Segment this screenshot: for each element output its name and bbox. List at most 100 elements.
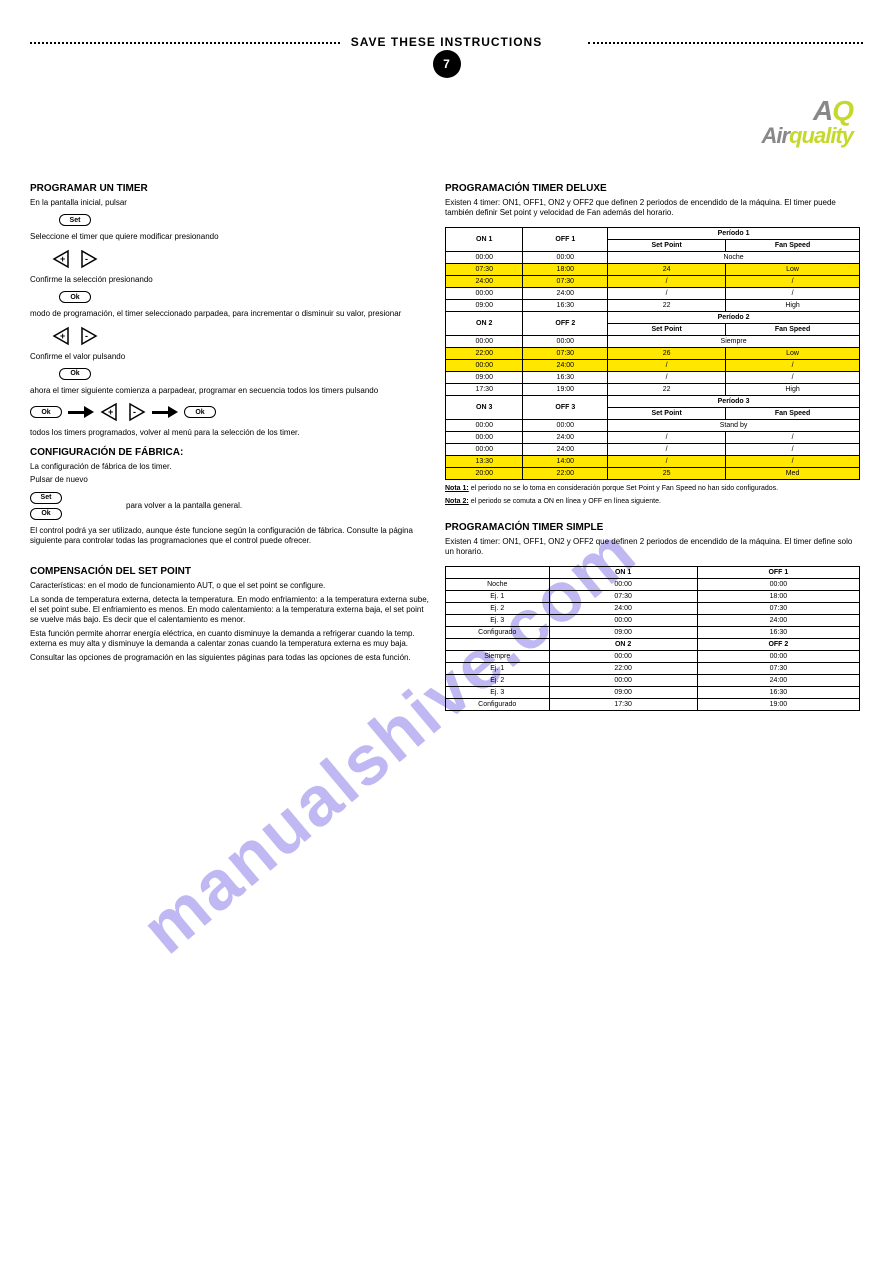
- table-header-row: ON 1 OFF 1: [446, 566, 860, 578]
- col-subheader: Set Point: [608, 323, 726, 335]
- table-row: 00:0000:00Stand by: [446, 419, 860, 431]
- ok-button-icon: Ok: [59, 368, 91, 380]
- table-row: Noche00:0000:00: [446, 578, 860, 590]
- page-container: SAVE THESE INSTRUCTIONS 7 AQ Airquality …: [0, 0, 893, 1263]
- plus-triangle-icon: +: [52, 249, 72, 269]
- text-p2: Seleccione el timer que quiere modificar…: [30, 232, 430, 242]
- col-header: [446, 638, 550, 650]
- set-button-icon: Set: [59, 214, 91, 226]
- divider-left: [30, 42, 340, 44]
- col-subheader: Set Point: [608, 407, 726, 419]
- col-header: OFF 1: [697, 566, 859, 578]
- table-row: 00:0024:00//: [446, 443, 860, 455]
- table-row: Ej. 107:3018:00: [446, 590, 860, 602]
- logo-brand-text: Airquality: [762, 123, 853, 149]
- text-p12: Características: en el modo de funcionam…: [30, 581, 430, 591]
- svg-text:-: -: [85, 254, 88, 264]
- text-p1: En la pantalla inicial, pulsar: [30, 198, 430, 208]
- text-p14: Esta función permite ahorrar energía elé…: [30, 629, 430, 650]
- table-row: Siempre00:0000:00: [446, 650, 860, 662]
- col-subheader: Fan Speed: [726, 239, 860, 251]
- set-button-icon: Set: [30, 492, 62, 504]
- col-subheader: Fan Speed: [726, 407, 860, 419]
- minus-triangle-icon: -: [78, 326, 98, 346]
- ok-button-icon: Ok: [59, 291, 91, 303]
- table-row: Ej. 224:0007:30: [446, 602, 860, 614]
- svg-text:+: +: [108, 407, 113, 417]
- col-header: ON 1: [549, 566, 697, 578]
- text-p5: Confirme el valor pulsando: [30, 352, 430, 362]
- arrow-right-icon: [152, 407, 178, 417]
- table-header-row: ON 1 OFF 1 Período 1: [446, 227, 860, 239]
- table-row: 00:0024:00//: [446, 359, 860, 371]
- plus-triangle-icon: +: [100, 402, 120, 422]
- note-2: Nota 2: el periodo se comuta a ON en lín…: [445, 497, 860, 506]
- text-p10: para volver a la pantalla general.: [126, 501, 242, 510]
- text-p8: La configuración de fábrica de los timer…: [30, 462, 430, 472]
- table-row: 00:0024:00//: [446, 287, 860, 299]
- heading-deluxe: PROGRAMACIÓN TIMER DELUXE: [445, 183, 860, 194]
- table-row: 09:0016:3022High: [446, 299, 860, 311]
- text-p13: La sonda de temperatura externa, detecta…: [30, 595, 430, 626]
- heading-compensation: COMPENSACIÓN DEL SET POINT: [30, 566, 430, 577]
- step-ok-1: Ok: [30, 291, 430, 303]
- table-row: 00:0000:00Noche: [446, 251, 860, 263]
- timer-deluxe-table: ON 1 OFF 1 Período 1 Set Point Fan Speed…: [445, 227, 860, 480]
- ok-button-icon: Ok: [30, 508, 62, 520]
- svg-text:+: +: [60, 254, 65, 264]
- col-header: [446, 566, 550, 578]
- table-header-row: ON 2 OFF 2 Período 2: [446, 311, 860, 323]
- ok-button-icon: Ok: [30, 406, 62, 418]
- col-header: Período 1: [608, 227, 860, 239]
- table-row: Ej. 300:0024:00: [446, 614, 860, 626]
- text-p15: Consultar las opciones de programación e…: [30, 653, 430, 663]
- col-header: OFF 2: [523, 311, 608, 335]
- heading-programar-timer: PROGRAMAR UN TIMER: [30, 183, 430, 194]
- plus-triangle-icon: +: [52, 326, 72, 346]
- step-set-ok: Set Ok para volver a la pantalla general…: [30, 492, 430, 520]
- ok-button-icon: Ok: [184, 406, 216, 418]
- table-row: Configurado09:0016:30: [446, 626, 860, 638]
- text-p6: ahora el timer siguiente comienza a parp…: [30, 386, 430, 396]
- text-p7: todos los timers programados, volver al …: [30, 428, 430, 438]
- col-header: Período 2: [608, 311, 860, 323]
- note-1: Nota 1: el periodo no se lo toma en cons…: [445, 484, 860, 493]
- table-row: 24:0007:30//: [446, 275, 860, 287]
- table-row: 00:0024:00//: [446, 431, 860, 443]
- step-set: Set: [30, 214, 430, 226]
- col-header: ON 2: [446, 311, 523, 335]
- arrow-right-icon: [68, 407, 94, 417]
- table-row: 17:3019:0022High: [446, 383, 860, 395]
- text-p11: El control podrá ya ser utilizado, aunqu…: [30, 526, 430, 547]
- table-row: 00:0000:00Siempre: [446, 335, 860, 347]
- text-p4: modo de programación, el timer seleccion…: [30, 309, 430, 319]
- table-row: Configurado17:3019:00: [446, 698, 860, 710]
- right-column: PROGRAMACIÓN TIMER DELUXE Existen 4 time…: [445, 175, 860, 711]
- left-column: PROGRAMAR UN TIMER En la pantalla inicia…: [30, 175, 430, 666]
- text-deluxe: Existen 4 timer: ON1, OFF1, ON2 y OFF2 q…: [445, 198, 860, 219]
- col-header: ON 1: [446, 227, 523, 251]
- table-row: Ej. 122:0007:30: [446, 662, 860, 674]
- col-header: OFF 2: [697, 638, 859, 650]
- col-header: OFF 1: [523, 227, 608, 251]
- table-row: 13:3014:00//: [446, 455, 860, 467]
- col-subheader: Fan Speed: [726, 323, 860, 335]
- table-row: 09:0016:30//: [446, 371, 860, 383]
- col-header: ON 2: [549, 638, 697, 650]
- divider-right: [588, 42, 863, 44]
- save-instructions-label: SAVE THESE INSTRUCTIONS: [351, 35, 542, 49]
- text-p9: Pulsar de nuevo: [30, 475, 430, 485]
- brand-logo: AQ Airquality: [762, 95, 853, 149]
- minus-triangle-icon: -: [126, 402, 146, 422]
- minus-triangle-icon: -: [78, 249, 98, 269]
- col-header: Período 3: [608, 395, 860, 407]
- step-ok-2: Ok: [30, 368, 430, 380]
- col-header: OFF 3: [523, 395, 608, 419]
- timer-simple-table: ON 1 OFF 1 Noche00:0000:00 Ej. 107:3018:…: [445, 566, 860, 711]
- table-row: Ej. 200:0024:00: [446, 674, 860, 686]
- table-row: Ej. 309:0016:30: [446, 686, 860, 698]
- step-plusminus-2: + -: [30, 326, 430, 346]
- table-header-row: ON 2 OFF 2: [446, 638, 860, 650]
- text-p3: Confirme la selección presionando: [30, 275, 430, 285]
- svg-text:-: -: [133, 407, 136, 417]
